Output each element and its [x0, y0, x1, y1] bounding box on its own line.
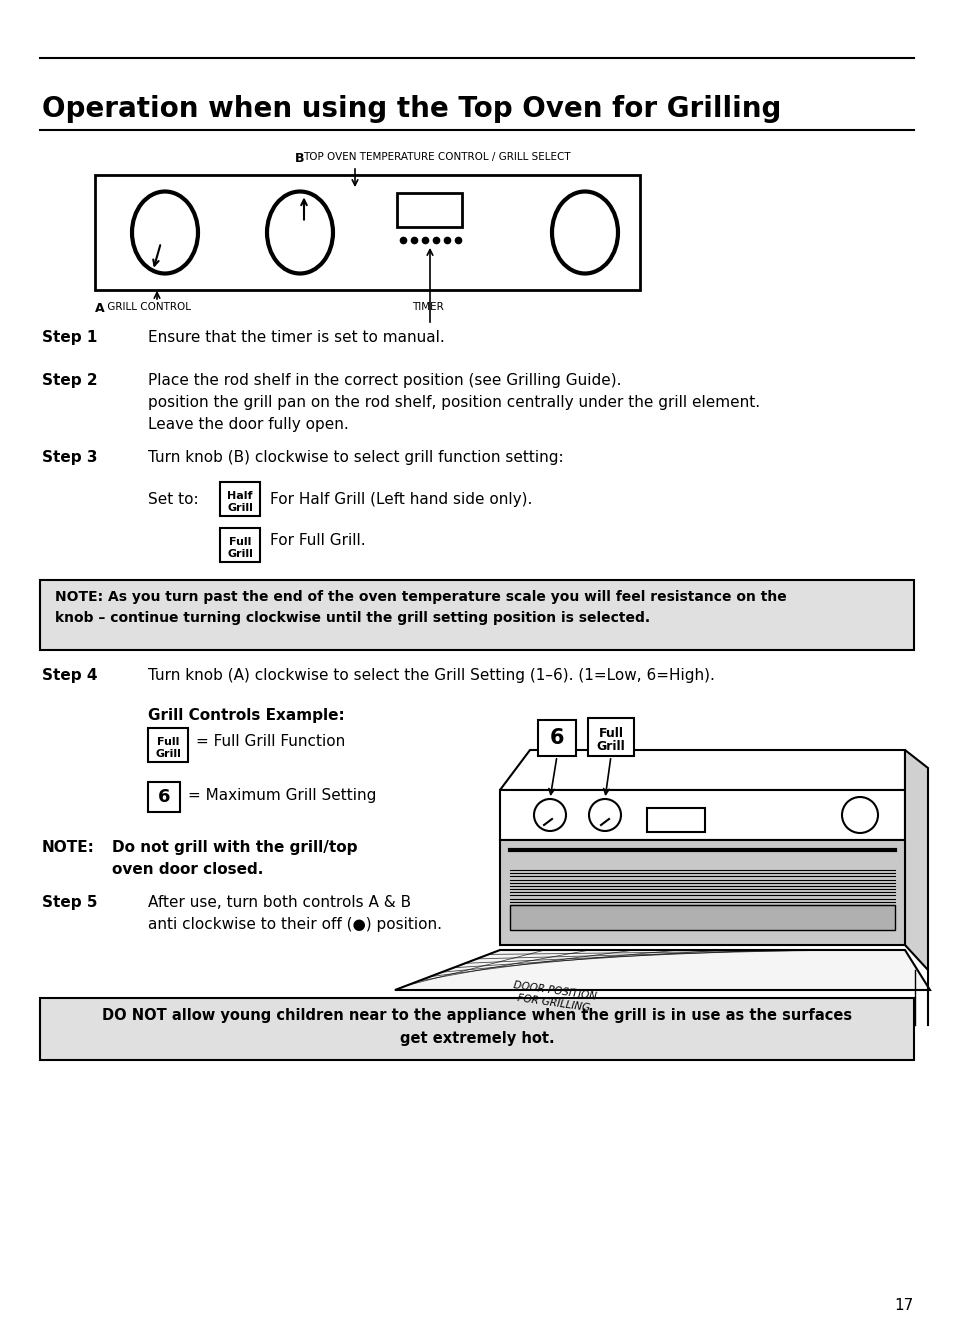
Text: 6: 6	[157, 788, 170, 806]
Text: Place the rod shelf in the correct position (see Grilling Guide).: Place the rod shelf in the correct posit…	[148, 373, 620, 387]
Text: 17: 17	[894, 1299, 913, 1313]
Text: Ensure that the timer is set to manual.: Ensure that the timer is set to manual.	[148, 330, 444, 345]
Text: Step 4: Step 4	[42, 668, 97, 683]
Bar	[40, 580, 913, 651]
Ellipse shape	[132, 191, 198, 274]
Text: Grill: Grill	[227, 549, 253, 558]
Text: = Maximum Grill Setting: = Maximum Grill Setting	[188, 788, 376, 803]
Text: Grill Controls Example:: Grill Controls Example:	[148, 708, 344, 723]
Polygon shape	[499, 749, 904, 790]
Text: GRILL CONTROL: GRILL CONTROL	[104, 302, 191, 313]
Ellipse shape	[841, 798, 877, 834]
Polygon shape	[904, 749, 927, 970]
Text: Grill: Grill	[227, 502, 253, 513]
Bar	[148, 782, 180, 812]
Ellipse shape	[588, 799, 620, 831]
Polygon shape	[499, 790, 904, 840]
Text: Full: Full	[156, 737, 179, 747]
Text: 6: 6	[549, 728, 563, 748]
Text: Step 1: Step 1	[42, 330, 97, 345]
Text: = Full Grill Function: = Full Grill Function	[195, 733, 345, 749]
Ellipse shape	[267, 191, 333, 274]
Text: Do not grill with the grill/top: Do not grill with the grill/top	[112, 840, 357, 855]
Polygon shape	[499, 840, 904, 945]
Text: Turn knob (A) clockwise to select the Grill Setting (1–6). (1=Low, 6=High).: Turn knob (A) clockwise to select the Gr…	[148, 668, 714, 683]
Text: Turn knob (B) clockwise to select grill function setting:: Turn knob (B) clockwise to select grill …	[148, 450, 563, 465]
Polygon shape	[510, 904, 894, 930]
Bar	[40, 998, 913, 1059]
Text: Operation when using the Top Oven for Grilling: Operation when using the Top Oven for Gr…	[42, 95, 781, 123]
Bar	[220, 528, 260, 562]
Polygon shape	[395, 950, 929, 990]
Ellipse shape	[552, 191, 618, 274]
Bar	[646, 808, 704, 832]
Text: NOTE:: NOTE:	[42, 840, 94, 855]
Text: Grill: Grill	[596, 740, 625, 754]
Ellipse shape	[534, 799, 565, 831]
Text: Full: Full	[598, 727, 623, 740]
Text: Set to:: Set to:	[148, 492, 198, 506]
Text: Full: Full	[229, 537, 251, 546]
Text: TOP OVEN TEMPERATURE CONTROL / GRILL SELECT: TOP OVEN TEMPERATURE CONTROL / GRILL SEL…	[303, 152, 570, 162]
Bar	[587, 717, 634, 756]
Bar	[95, 175, 639, 290]
Text: B: B	[294, 152, 304, 166]
Text: oven door closed.: oven door closed.	[112, 862, 263, 876]
Text: DOOR POSITION: DOOR POSITION	[512, 981, 597, 1002]
Bar	[220, 482, 260, 516]
Text: After use, turn both controls A & B: After use, turn both controls A & B	[148, 895, 411, 910]
Bar	[397, 192, 462, 227]
Text: TIMER: TIMER	[412, 302, 443, 313]
Text: DO NOT allow young children near to the appliance when the grill is in use as th: DO NOT allow young children near to the …	[102, 1007, 851, 1046]
Text: Grill: Grill	[155, 749, 181, 759]
Text: Leave the door fully open.: Leave the door fully open.	[148, 417, 349, 432]
Text: For Full Grill.: For Full Grill.	[270, 533, 365, 548]
Bar	[537, 720, 576, 756]
Text: FOR GRILLING.: FOR GRILLING.	[516, 993, 593, 1014]
Text: anti clockwise to their off (●) position.: anti clockwise to their off (●) position…	[148, 916, 441, 933]
Text: A: A	[95, 302, 105, 315]
Text: For Half Grill (Left hand side only).: For Half Grill (Left hand side only).	[270, 492, 532, 506]
Text: NOTE: As you turn past the end of the oven temperature scale you will feel resis: NOTE: As you turn past the end of the ov…	[55, 591, 786, 625]
Text: Step 5: Step 5	[42, 895, 97, 910]
Text: position the grill pan on the rod shelf, position centrally under the grill elem: position the grill pan on the rod shelf,…	[148, 395, 760, 410]
Text: Step 2: Step 2	[42, 373, 97, 387]
Text: Half: Half	[227, 492, 253, 501]
Text: Step 3: Step 3	[42, 450, 97, 465]
Bar	[148, 728, 188, 762]
